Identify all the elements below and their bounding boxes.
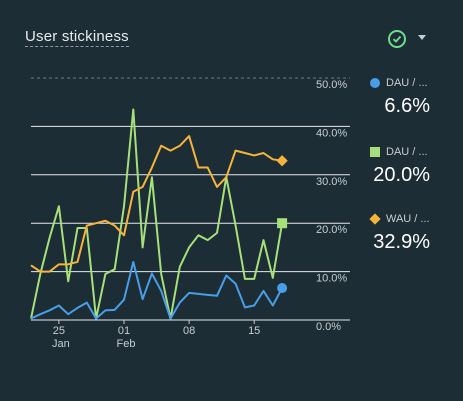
y-tick-label: 20.0% (316, 224, 347, 236)
x-tick-sublabel: Jan (52, 338, 70, 350)
y-tick-label: 30.0% (316, 176, 347, 188)
y-tick-label: 40.0% (316, 127, 347, 139)
y-tick-label: 10.0% (316, 273, 347, 285)
legend-value: 6.6% (384, 95, 430, 117)
legend-value: 20.0% (373, 164, 430, 186)
x-tick-label: 25 (53, 325, 65, 337)
endpoint-marker-dau_wau (277, 218, 288, 229)
endpoint-marker-wau_mau (276, 155, 288, 167)
series-line-dau_wau (30, 108, 284, 320)
legend-label: DAU / ... (386, 146, 428, 158)
y-tick-label: 50.0% (316, 79, 347, 91)
x-tick-label: 08 (183, 325, 195, 337)
series-line-wau_mau (30, 135, 283, 273)
x-tick-label: 01 (118, 325, 130, 337)
square-marker-icon (370, 147, 380, 157)
chevron-down-icon[interactable] (418, 35, 426, 40)
card-title[interactable]: User stickiness (25, 28, 129, 47)
legend-item-dau-wau: DAU / ... 20.0% (370, 146, 460, 187)
legend-item-wau-mau: WAU / ... 32.9% (369, 213, 460, 254)
x-tick-sublabel: Feb (117, 338, 136, 350)
legend-value: 32.9% (373, 231, 430, 253)
check-circle-icon[interactable] (388, 30, 406, 48)
x-tick-label: 15 (248, 325, 260, 337)
legend-label: WAU / ... (386, 213, 430, 225)
legend-label: DAU / ... (386, 77, 428, 89)
endpoint-marker-dau_mau (277, 283, 288, 294)
series-line-dau_mau (30, 260, 283, 320)
y-tick-label: 0.0% (316, 321, 341, 333)
circle-marker-icon (370, 78, 380, 88)
diamond-marker-icon (369, 213, 381, 225)
legend-item-dau-mau: DAU / ... 6.6% (370, 77, 460, 118)
